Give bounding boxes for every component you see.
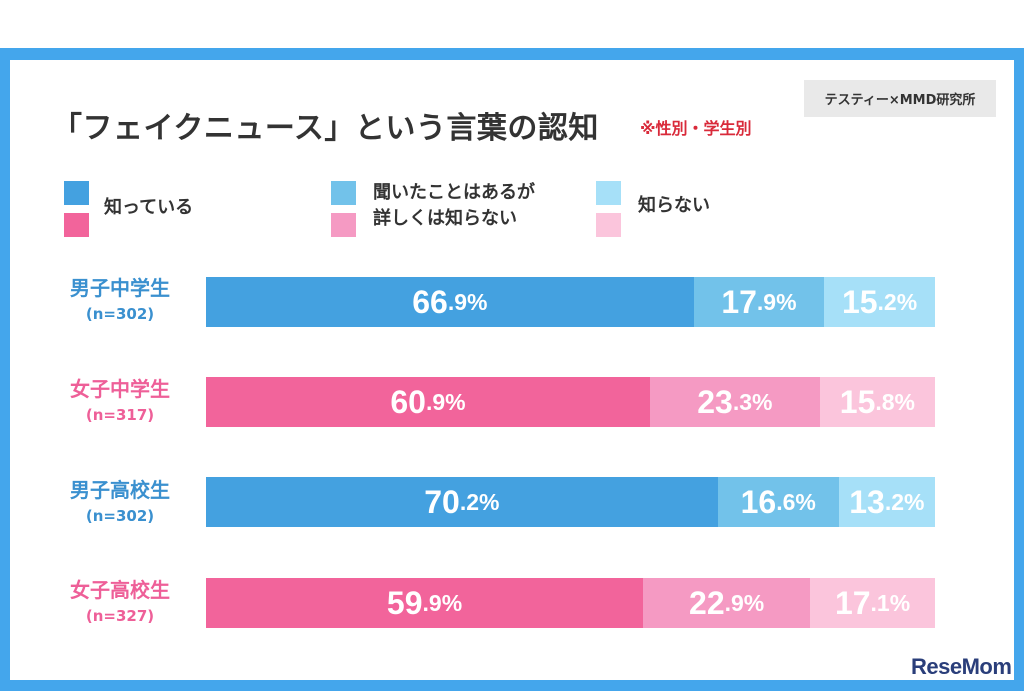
bar-value-integer: 15 bbox=[839, 383, 876, 420]
bar-segment: 17.9% bbox=[693, 277, 825, 327]
legend-swatch-known-boy bbox=[64, 181, 89, 205]
bar-value-decimal: .3% bbox=[732, 388, 773, 415]
bar-segment: 22.9% bbox=[643, 578, 811, 628]
bar-value-decimal: .9% bbox=[447, 288, 488, 315]
row-label-3: 女子高校生 (n=327) bbox=[50, 577, 190, 629]
row-label-2: 男子高校生 (n=302) bbox=[50, 477, 190, 529]
bar-row-0: 66.9% 17.9% 15.2% bbox=[206, 277, 935, 327]
bar-value-integer: 13 bbox=[849, 483, 885, 520]
bar-value-decimal: .9% bbox=[425, 388, 466, 415]
legend-label-unknown: 知らない bbox=[638, 193, 710, 219]
bar-segment: 60.9% bbox=[206, 377, 650, 427]
bar-value-decimal: .9% bbox=[422, 589, 463, 616]
bar-value-integer: 17 bbox=[834, 584, 871, 621]
bar-segment: 66.9% bbox=[206, 277, 694, 327]
row-sample-size: (n=302) bbox=[85, 507, 155, 525]
chart-title: 「フェイクニュース」という言葉の認知 bbox=[52, 111, 599, 146]
bar-value-integer: 60 bbox=[390, 383, 426, 420]
row-sample-size: (n=327) bbox=[85, 607, 155, 625]
bar-value-decimal: .6% bbox=[776, 488, 816, 515]
row-group-label: 女子中学生 bbox=[70, 377, 170, 401]
bar-value-decimal: .1% bbox=[870, 589, 911, 616]
bar-value-decimal: .9% bbox=[756, 288, 797, 315]
legend-swatch-unknown-girl bbox=[596, 213, 621, 237]
chart-card bbox=[10, 60, 1014, 680]
bar-row-3: 59.9% 22.9% 17.1% bbox=[206, 578, 935, 628]
bar-value-decimal: .2% bbox=[877, 288, 918, 315]
bar-value-integer: 17 bbox=[721, 283, 757, 320]
bar-segment: 17.1% bbox=[810, 578, 935, 628]
bar-segment: 15.2% bbox=[824, 277, 935, 327]
source-badge: テスティー×MMD研究所 bbox=[804, 80, 996, 117]
bar-segment: 13.2% bbox=[838, 477, 935, 527]
bar-value-decimal: .8% bbox=[875, 388, 915, 415]
legend-label-heard: 聞いたことはあるが 詳しくは知らない bbox=[373, 180, 535, 232]
bar-row-2: 70.2% 16.6% 13.2% bbox=[206, 477, 935, 527]
bar-value-integer: 23 bbox=[697, 383, 733, 420]
bar-segment: 16.6% bbox=[717, 477, 839, 527]
bar-value-integer: 59 bbox=[386, 584, 423, 621]
bar-row-1: 60.9% 23.3% 15.8% bbox=[206, 377, 935, 427]
bar-segment: 59.9% bbox=[206, 578, 644, 628]
row-group-label: 女子高校生 bbox=[70, 578, 170, 602]
bar-value-integer: 22 bbox=[689, 584, 725, 621]
row-group-label: 男子高校生 bbox=[70, 478, 170, 502]
bar-value-integer: 66 bbox=[412, 283, 448, 320]
legend-line: 知らない bbox=[638, 195, 710, 216]
row-sample-size: (n=302) bbox=[85, 305, 155, 323]
bar-value-decimal: .9% bbox=[724, 589, 765, 616]
bar-value-integer: 70 bbox=[424, 483, 460, 520]
legend-swatch-heard-boy bbox=[331, 181, 356, 205]
legend-label-known: 知っている bbox=[104, 195, 193, 221]
row-label-0: 男子中学生 (n=302) bbox=[50, 275, 190, 327]
row-sample-size: (n=317) bbox=[85, 406, 155, 424]
bar-value-decimal: .2% bbox=[459, 488, 500, 515]
resemom-logo: ReseMom bbox=[911, 654, 1012, 679]
legend-swatch-heard-girl bbox=[331, 213, 356, 237]
legend-line: 詳しくは知らない bbox=[373, 208, 517, 229]
row-label-1: 女子中学生 (n=317) bbox=[50, 376, 190, 428]
bar-segment: 15.8% bbox=[819, 377, 935, 427]
legend-line: 聞いたことはあるが bbox=[373, 182, 535, 203]
bar-segment: 70.2% bbox=[206, 477, 718, 527]
legend-line: 知っている bbox=[104, 197, 194, 218]
row-group-label: 男子中学生 bbox=[70, 276, 170, 300]
bar-value-integer: 15 bbox=[841, 283, 878, 320]
bar-value-decimal: .2% bbox=[884, 488, 925, 515]
bar-value-integer: 16 bbox=[740, 483, 777, 520]
bar-segment: 23.3% bbox=[649, 377, 820, 427]
legend-swatch-unknown-boy bbox=[596, 181, 621, 205]
chart-note: ※性別・学生別 bbox=[640, 119, 752, 138]
legend-swatch-known-girl bbox=[64, 213, 89, 237]
